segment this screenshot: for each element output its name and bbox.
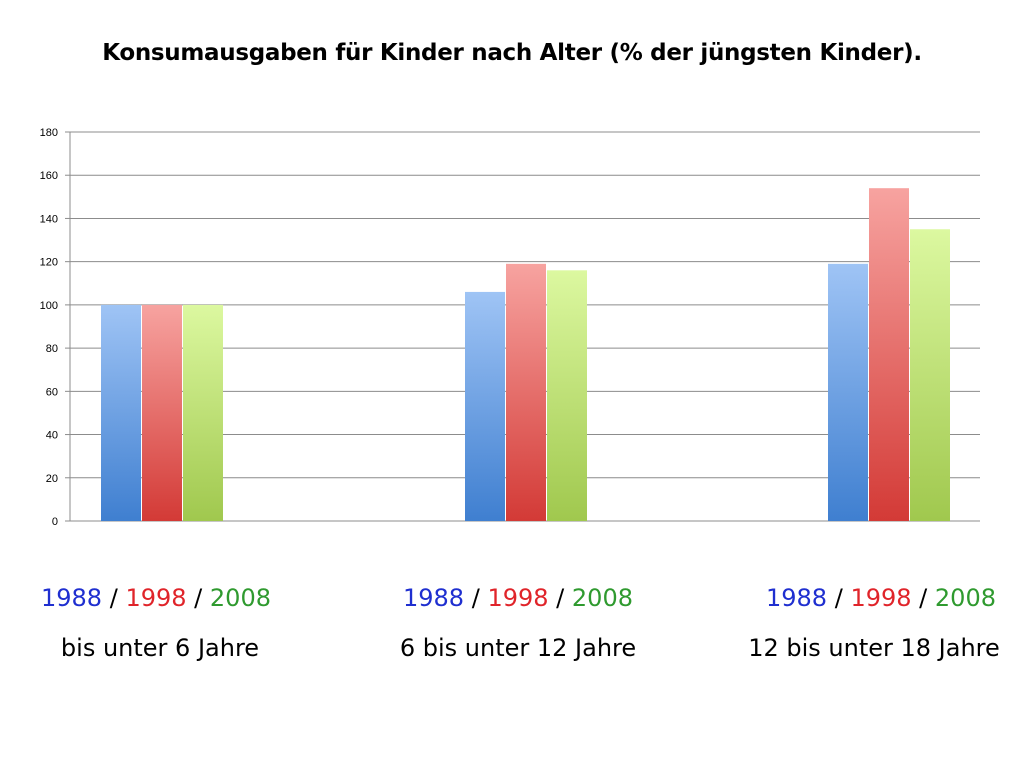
separator: /	[471, 584, 480, 612]
bar-1988-group-3	[828, 263, 868, 521]
y-tick-label: 40	[46, 430, 58, 442]
separator: /	[194, 584, 203, 612]
chart-title: Konsumausgaben für Kinder nach Alter (% …	[102, 40, 922, 66]
group-2-year-1988: 1988	[403, 584, 465, 612]
y-tick-label: 160	[40, 170, 58, 182]
separator: /	[834, 584, 843, 612]
y-tick-label: 180	[40, 127, 58, 139]
group-3-year-1988: 1988	[766, 584, 828, 612]
y-tick-label: 100	[40, 300, 58, 312]
group-1-year-2008: 2008	[209, 584, 271, 612]
y-axis-ticks: 0 20 40 60 80 100 120 140 160 180	[40, 127, 58, 528]
y-tick-label: 20	[46, 473, 58, 485]
group-1-years: 1988 / 1998 / 2008	[6, 584, 306, 612]
y-tick-label: 80	[46, 343, 58, 355]
bar-chart: 0 20 40 60 80 100 120 140 160 180	[40, 127, 980, 528]
group-2-years: 1988 / 1998 / 2008	[368, 584, 668, 612]
y-tick-label: 0	[52, 516, 58, 528]
group-3-year-2008: 2008	[934, 584, 996, 612]
bar-1998-group-2	[506, 263, 546, 521]
group-2-age-label: 6 bis unter 12 Jahre	[399, 634, 637, 662]
bar-1998-group-1	[142, 304, 182, 521]
separator: /	[109, 584, 118, 612]
bars	[101, 188, 950, 521]
group-3-age-label: 12 bis unter 18 Jahre	[748, 634, 1000, 662]
separator: /	[919, 584, 928, 612]
bar-2008-group-1	[183, 304, 223, 521]
bar-2008-group-3	[910, 229, 950, 521]
group-2-year-2008: 2008	[571, 584, 633, 612]
bar-1988-group-1	[101, 304, 141, 521]
y-tick-label: 120	[40, 257, 58, 269]
group-3-years: 1988 / 1998 / 2008	[731, 584, 1024, 612]
y-tick-label: 140	[40, 213, 58, 225]
group-1-year-1998: 1998	[125, 584, 187, 612]
bar-1988-group-2	[465, 291, 505, 521]
group-2-year-1998: 1998	[487, 584, 549, 612]
group-1-age-label: bis unter 6 Jahre	[60, 634, 260, 662]
separator: /	[556, 584, 565, 612]
bar-1998-group-3	[869, 188, 909, 521]
group-3-year-1998: 1998	[850, 584, 912, 612]
y-tick-label: 60	[46, 386, 58, 398]
bar-2008-group-2	[547, 270, 587, 521]
group-1-year-1988: 1988	[41, 584, 103, 612]
